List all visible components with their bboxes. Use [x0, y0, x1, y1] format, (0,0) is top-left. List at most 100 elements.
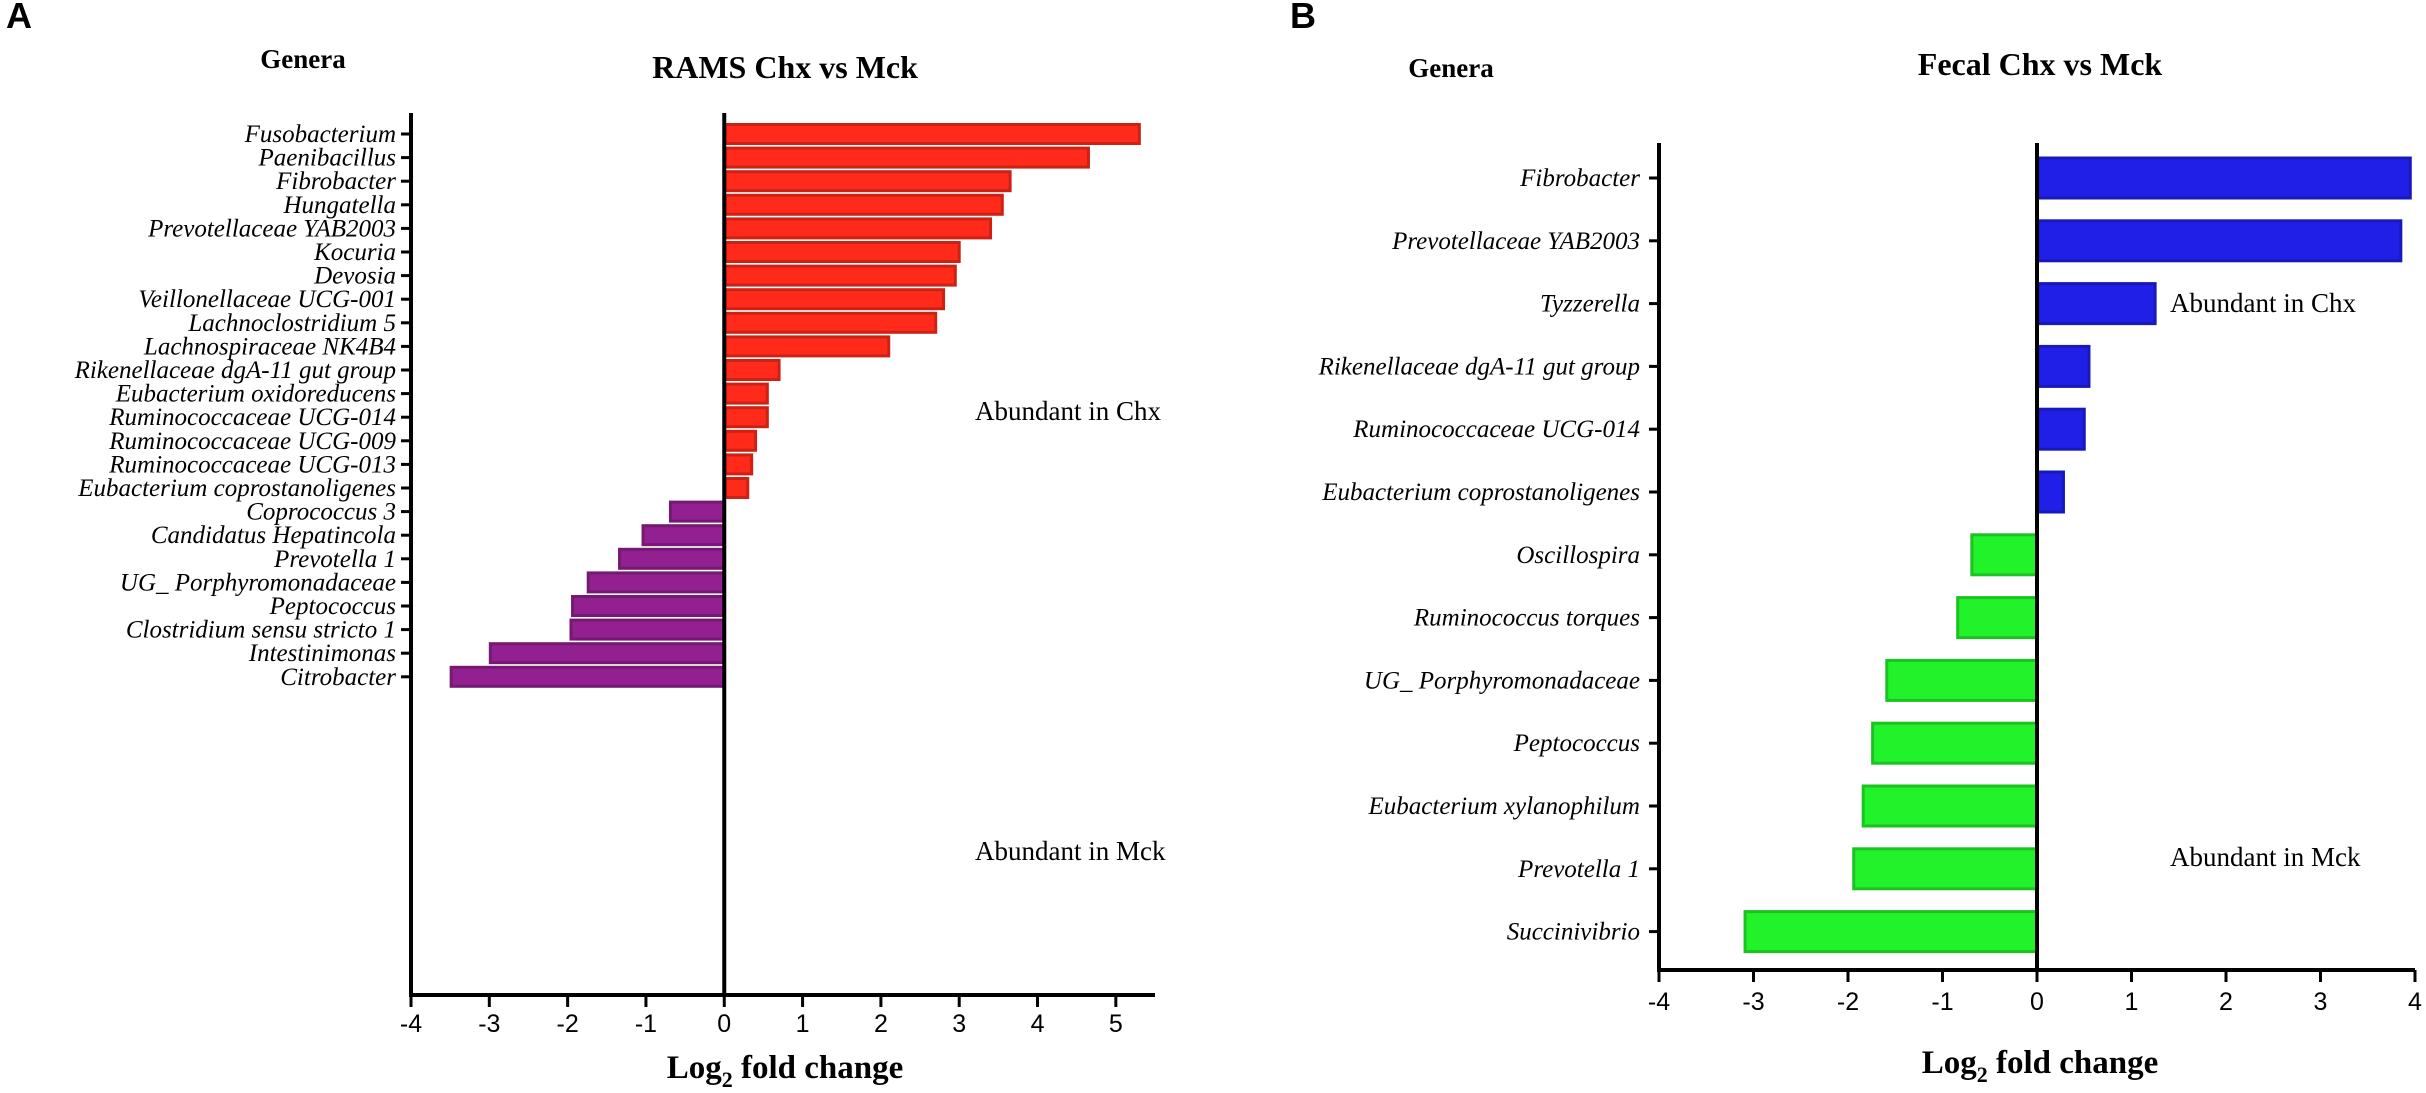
panel-b-category-label: Prevotella 1: [1517, 856, 1640, 883]
panel-b-bar-7: [1970, 533, 2039, 577]
panel-a-category-label: Veillonellaceae UCG-001: [138, 286, 396, 313]
panel-a-bar-22: [569, 618, 726, 641]
panel-a-x-tick-label: 4: [1031, 1010, 1045, 1038]
panel-b-chart-title: Fecal Chx vs Mck: [1918, 46, 2163, 82]
panel-b-x-tick-label: -4: [1648, 988, 1670, 1016]
panel-b-bar-9: [1885, 658, 2039, 702]
panel-a-category-label: UG_ Porphyromonadaceae: [120, 569, 396, 596]
panel-label-b: B: [1290, 0, 1316, 36]
panel-b-category-label: Prevotellaceae YAB2003: [1391, 228, 1640, 255]
panel-b-bar-10: [1871, 721, 2039, 765]
panel-a-bar-18: [641, 524, 726, 547]
panel-b-x-tick-label: -1: [1931, 988, 1953, 1016]
panel-a-category-label: Lachnoclostridium 5: [187, 310, 396, 337]
panel-b-x-tick-label: -2: [1837, 988, 1859, 1016]
panel-a-x-tick-label: -3: [478, 1010, 500, 1038]
panel-a-category-label: Eubacterium coprostanoligenes: [77, 475, 396, 502]
panel-a-category-label: Hungatella: [283, 192, 397, 219]
panel-a-x-tick-label: 3: [952, 1010, 966, 1038]
panel-a-category-label: Fibrobacter: [275, 168, 396, 195]
panel-b-genera-header: Genera: [1408, 53, 1494, 83]
panel-a-category-label: Clostridium sensu stricto 1: [126, 617, 396, 644]
panel-a-category-label: Lachnospiraceae NK4B4: [143, 333, 396, 360]
panel-b-category-label: Eubacterium xylanophilum: [1368, 793, 1640, 820]
panel-a-category-label: Prevotella 1: [273, 546, 396, 573]
panel-b-bar-8: [1956, 596, 2039, 640]
panel-a-x-tick-label: -2: [557, 1010, 579, 1038]
panel-a-genera-header: Genera: [260, 44, 346, 74]
panel-a-category-label: Ruminococcaceae UCG-014: [108, 404, 396, 431]
panel-a-category-label: Rikenellaceae dgA-11 gut group: [74, 357, 396, 384]
panel-b-category-label: Succinivibrio: [1507, 919, 1640, 946]
panel-b-category-label: Eubacterium coprostanoligenes: [1321, 479, 1640, 506]
panel-a-category-label: Coprococcus 3: [246, 499, 396, 526]
panel-b-x-axis-title: Log2 fold change: [1922, 1045, 2159, 1087]
panel-b-bar-11: [1861, 784, 2039, 828]
panel-a-bar-13: [723, 406, 769, 429]
panel-label-a: A: [6, 0, 32, 36]
panel-a-bar-14: [723, 429, 758, 452]
panel-a-chart-title: RAMS Chx vs Mck: [652, 49, 918, 85]
panel-b-category-label: Ruminococcaceae UCG-014: [1352, 416, 1640, 443]
panel-a-bar-1: [723, 123, 1141, 145]
panel-a-bar-5: [723, 217, 993, 240]
panel-b-x-tick-label: -3: [1742, 988, 1764, 1016]
panel-a-category-label: Peptococcus: [269, 593, 396, 620]
panel-b-category-label: Rikenellaceae dgA-11 gut group: [1318, 353, 1640, 380]
panel-a-x-tick-label: 2: [874, 1010, 888, 1038]
panel-a-annotation-1: Abundant in Chx: [975, 396, 1161, 426]
panel-a-x-axis-title: Log2 fold change: [667, 1050, 904, 1092]
panel-b-category-label: Tyzzerella: [1540, 291, 1640, 318]
panel-a-bar-3: [723, 170, 1012, 193]
panel-a-bar-19: [618, 547, 726, 570]
panel-a-bar-16: [723, 477, 750, 499]
panel-b-bar-2: [2036, 219, 2403, 263]
panel-a-category-label: Candidatus Hepatincola: [151, 522, 396, 549]
panel-b-bar-6: [2036, 470, 2065, 514]
panel-b-annotation-2: Abundant in Mck: [2170, 842, 2361, 872]
panel-a-bar-4: [723, 193, 1004, 216]
panel-a-bar-20: [586, 571, 726, 594]
panel-a-bar-23: [488, 642, 726, 665]
panel-a-bar-11: [723, 359, 781, 381]
panel-b-x-tick-label: 3: [2314, 988, 2328, 1016]
panel-b-x-tick-label: 2: [2219, 988, 2233, 1016]
panel-a-bar-9: [723, 311, 938, 334]
panel-a-x-tick-label: -1: [635, 1010, 657, 1038]
panel-a-x-tick-label: -4: [400, 1010, 422, 1038]
panel-b-x-tick-label: 1: [2125, 988, 2139, 1016]
panel-a-category-label: Paenibacillus: [258, 145, 396, 172]
panel-b-category-label: Oscillospira: [1516, 542, 1640, 569]
panel-a-bar-21: [571, 595, 726, 617]
panel-a-bar-8: [723, 288, 946, 311]
panel-b-bar-3: [2036, 282, 2157, 326]
panel-a-category-label: Eubacterium oxidoreducens: [115, 381, 396, 408]
chart-panel-a: Genera RAMS Chx vs Mck FusobacteriumPaenib…: [74, 44, 1166, 1092]
panel-a-category-label: Intestinimonas: [248, 640, 396, 667]
panel-a-x-tick-label: 0: [717, 1010, 731, 1038]
chart-panel-b: Genera Fecal Chx vs Mck Fibrobacter Prevote…: [1318, 46, 2422, 1087]
panel-b-x-tick-label: 0: [2030, 988, 2044, 1016]
panel-a-annotation-2: Abundant in Mck: [975, 836, 1166, 866]
panel-b-bar-12: [1852, 847, 2039, 891]
panel-b-bar-5: [2036, 407, 2086, 451]
panel-a-category-label: Devosia: [313, 263, 396, 290]
panel-a-category-label: Ruminococcaceae UCG-013: [108, 451, 396, 478]
panel-a-category-label: Fusobacterium: [244, 121, 396, 148]
panel-a-x-tick-label: 5: [1109, 1010, 1123, 1038]
panel-a-bar-15: [723, 453, 754, 476]
panel-b-category-label: Ruminococcus torques: [1413, 605, 1640, 632]
panel-a-bar-7: [723, 264, 957, 287]
panel-b-annotation-1: Abundant in Chx: [2170, 288, 2356, 318]
panel-a-bar-2: [723, 146, 1090, 169]
panel-b-bar-1: [2036, 156, 2412, 200]
panel-b-bar-4: [2036, 344, 2091, 388]
panel-a-bar-24: [449, 665, 726, 688]
panel-a-category-label: Citrobacter: [280, 664, 396, 691]
panel-b-category-label: Peptococcus: [1513, 730, 1640, 757]
panel-b-bar-13: [1743, 910, 2039, 954]
panel-b-category-label: UG_ Porphyromonadaceae: [1364, 667, 1640, 694]
panel-a-bar-6: [723, 241, 961, 263]
panel-a-bar-12: [723, 382, 769, 405]
panel-a-category-label: Ruminococcaceae UCG-009: [108, 428, 396, 455]
